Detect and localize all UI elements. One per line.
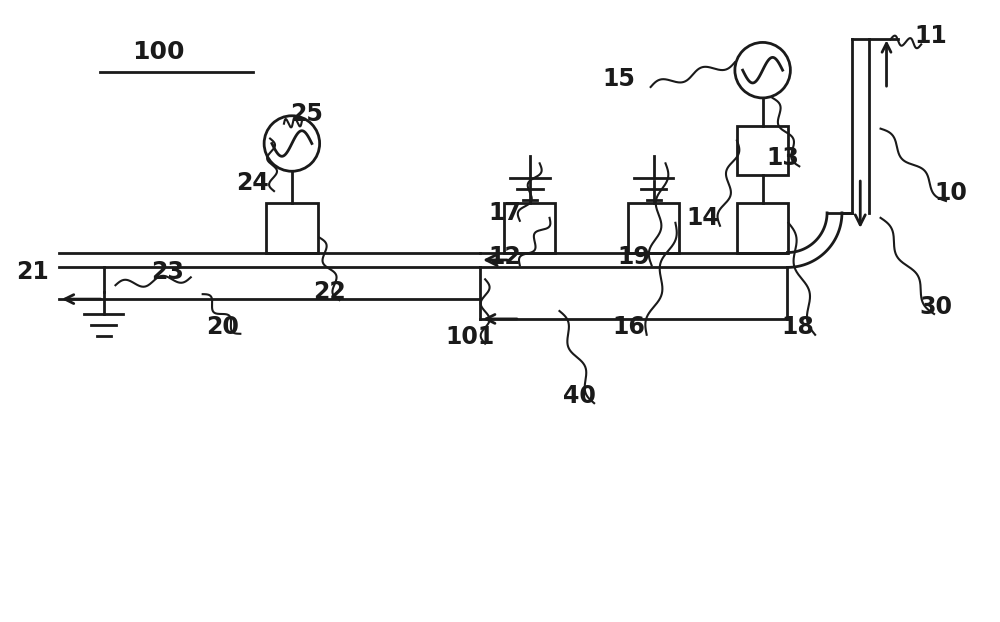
Bar (737, 126, 788, 175)
Text: 18: 18 (781, 315, 814, 339)
Bar (504, 203, 555, 253)
Text: 17: 17 (489, 201, 521, 225)
Text: 101: 101 (446, 325, 495, 349)
Text: 25: 25 (290, 102, 323, 126)
Text: 100: 100 (132, 40, 184, 64)
Text: 20: 20 (206, 315, 239, 339)
Text: 19: 19 (617, 246, 650, 269)
Text: 24: 24 (236, 171, 269, 195)
Text: 30: 30 (920, 295, 953, 319)
Text: 14: 14 (687, 206, 720, 230)
Text: 23: 23 (152, 261, 184, 284)
Text: 13: 13 (766, 146, 799, 170)
Bar (266, 203, 318, 253)
Bar (737, 203, 788, 253)
Text: 40: 40 (563, 384, 596, 408)
Text: 10: 10 (934, 181, 967, 205)
Text: 21: 21 (16, 261, 49, 284)
Text: 12: 12 (489, 246, 521, 269)
Text: 22: 22 (313, 280, 346, 304)
Bar (628, 203, 679, 253)
Text: 16: 16 (612, 315, 645, 339)
Text: 15: 15 (602, 67, 635, 91)
Text: 11: 11 (915, 24, 947, 49)
